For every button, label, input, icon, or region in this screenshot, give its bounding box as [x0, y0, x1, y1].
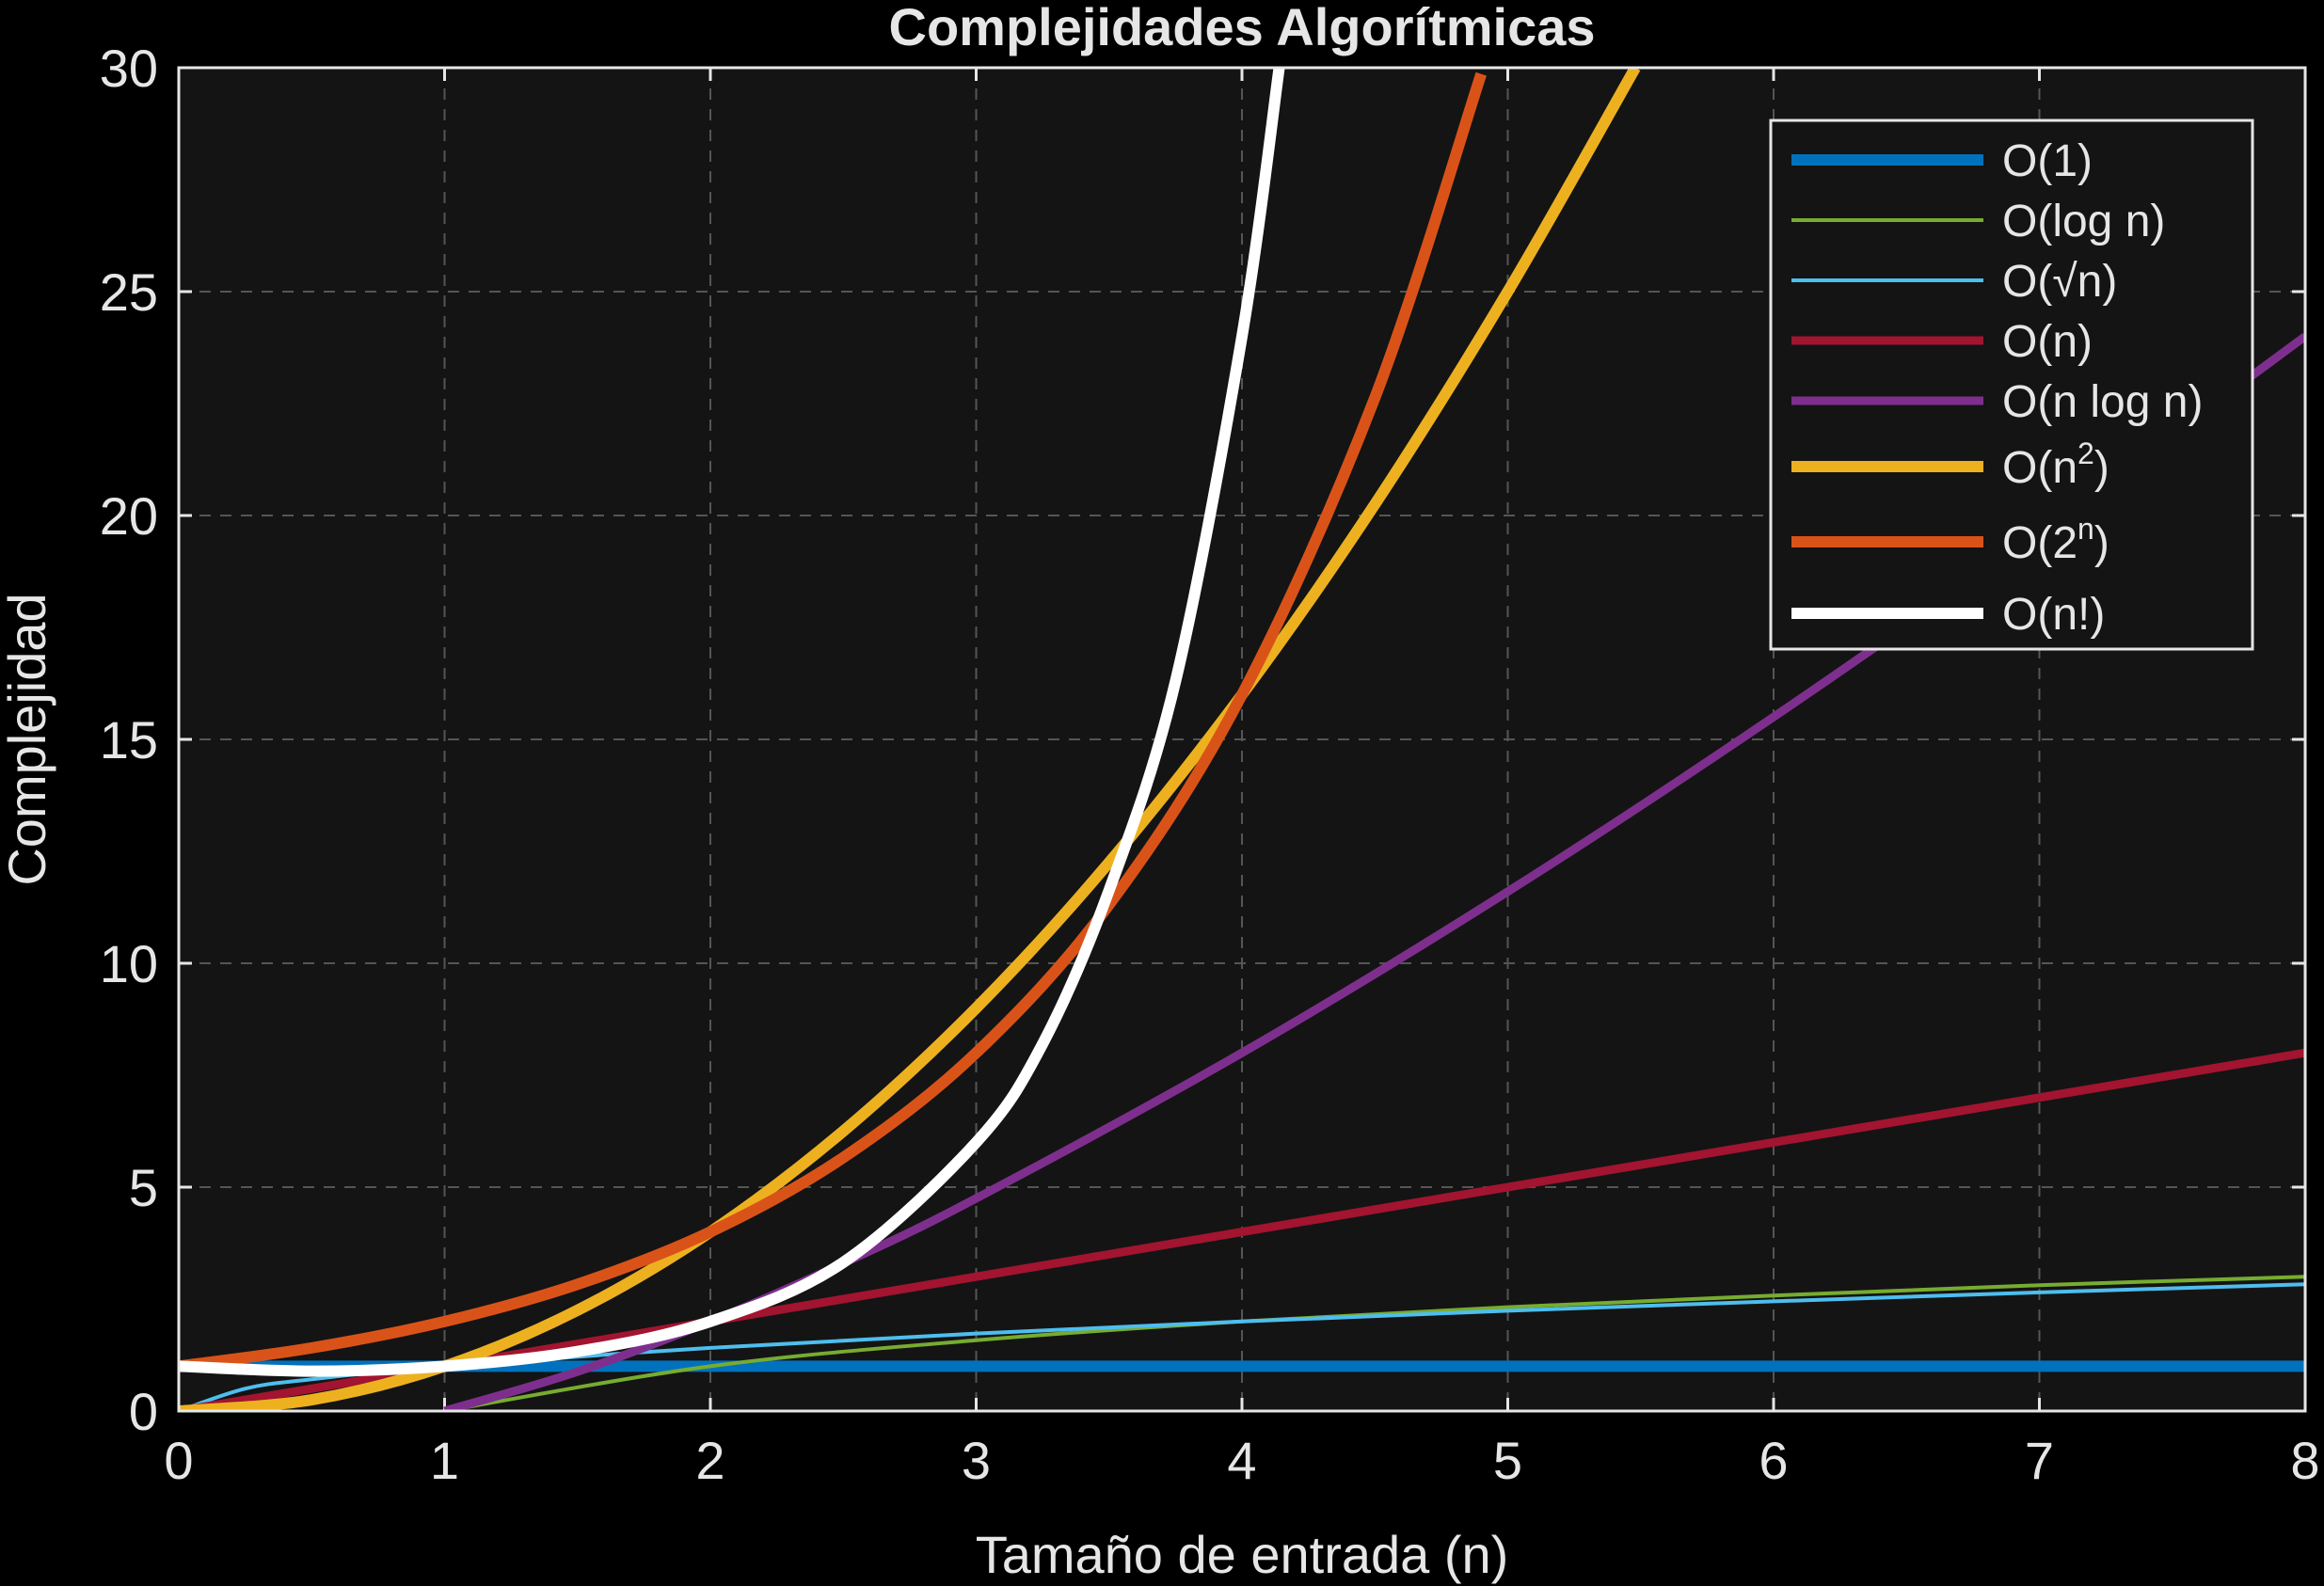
x-tick-label: 3: [962, 1431, 991, 1490]
series-line-O(n!): [179, 68, 1285, 1377]
y-tick-label: 5: [129, 1158, 158, 1217]
x-axis-label: Tamaño de entrada (n): [976, 1525, 1509, 1584]
legend-entry: O(n log n): [2002, 377, 2203, 427]
legend-box: [1769, 119, 2254, 651]
x-tick-label: 7: [2025, 1431, 2054, 1490]
y-tick-label: 30: [100, 39, 158, 98]
x-tick-label: 4: [1227, 1431, 1256, 1490]
x-tick-label: 0: [164, 1431, 193, 1490]
chart-title: Complejidades Algorítmicas: [889, 0, 1596, 56]
y-tick-label: 10: [100, 934, 158, 993]
x-tick-label: 1: [430, 1431, 459, 1490]
legend-entry: O(log n): [2002, 197, 2165, 246]
y-tick-label: 20: [100, 486, 158, 546]
legend-entry: O(n!): [2002, 590, 2105, 640]
legend-entry: O(√n): [2002, 257, 2117, 307]
y-tick-label: 25: [100, 262, 158, 322]
legend: O(1) O(log n) O(√n) O(n) O(n log n) O(n2) O(2n…: [1769, 119, 2254, 651]
plot-frame: [177, 66, 2307, 1413]
legend-entry: O(1): [2002, 136, 2093, 186]
series-line-O(2n): [179, 71, 1487, 1372]
y-tick-labels: 0 5 10 15 20 25 30: [100, 39, 158, 1441]
y-tick-label: 15: [100, 710, 158, 769]
x-tick-label: 6: [1759, 1431, 1788, 1490]
legend-entry: O(2n): [2002, 512, 2109, 568]
y-tick-label: 0: [129, 1382, 158, 1441]
x-tick-label: 5: [1493, 1431, 1522, 1490]
x-tick-label: 2: [695, 1431, 724, 1490]
x-tick-labels: 0 1 2 3 4 5 6 7 8: [164, 1431, 2319, 1490]
series-line-O(log n): [444, 1275, 2305, 1411]
legend-entry: O(n): [2002, 317, 2093, 367]
legend-entry: O(n2): [2002, 436, 2109, 493]
y-axis-label: Complejidad: [0, 593, 56, 885]
x-tick-label: 8: [2290, 1431, 2319, 1490]
